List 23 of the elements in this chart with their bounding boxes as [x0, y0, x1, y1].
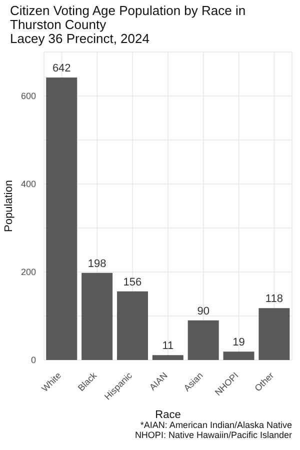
chart-title: Citizen Voting Age Population by Race in Thurston County Lacey 36 Precinct, 2024 [10, 3, 247, 46]
y-tick-label: 200 [20, 267, 36, 278]
bar [82, 272, 113, 360]
data-label: 642 [52, 62, 71, 75]
text: NHOPI: Native Hawaiin/Pacific Islander [134, 430, 292, 440]
data-label: 156 [123, 276, 142, 288]
y-tick-label: 600 [20, 91, 36, 102]
y-axis-title: Population [2, 180, 15, 232]
bar [188, 320, 219, 360]
data-label: 90 [197, 305, 210, 318]
y-tick-label: 400 [20, 179, 36, 190]
data-label: 19 [232, 336, 245, 349]
bar [116, 291, 148, 360]
bar [258, 308, 290, 360]
data-label: 118 [265, 293, 283, 306]
bar [46, 78, 78, 360]
data-label: 198 [88, 258, 106, 270]
y-tick-label: 0 [30, 355, 36, 366]
data-label: 11 [162, 340, 174, 352]
bar [223, 352, 254, 360]
text: *AIAN: American Indian/Alaska Native [139, 420, 292, 430]
bar [152, 355, 184, 360]
x-axis-title: Race [155, 409, 181, 421]
